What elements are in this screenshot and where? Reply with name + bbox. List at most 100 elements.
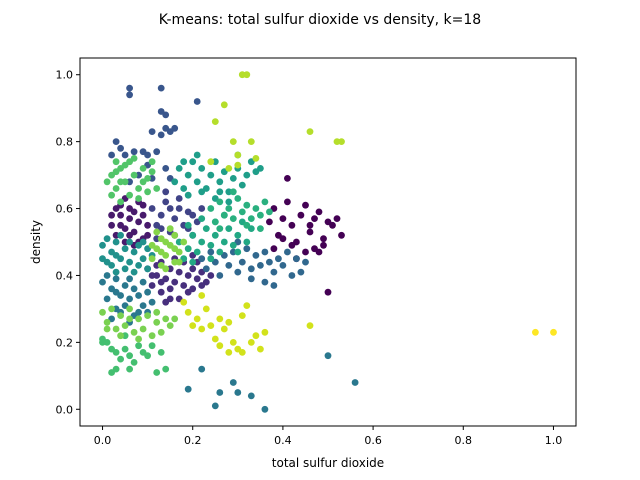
point-cluster-8-20 <box>184 191 192 199</box>
y-tick-label-4: 0.8 <box>56 136 74 149</box>
point-cluster-5-25 <box>302 258 309 266</box>
point-cluster-0-17 <box>284 175 291 182</box>
point-cluster-5-8 <box>234 268 242 276</box>
point-cluster-13-18 <box>117 332 124 340</box>
point-cluster-10-13 <box>266 208 273 216</box>
point-cluster-9-6 <box>202 225 210 233</box>
x-tick-label-4: 0.8 <box>455 434 473 447</box>
point-cluster-13-7 <box>130 328 138 336</box>
point-cluster-12-13 <box>135 195 143 202</box>
point-cluster-9-20 <box>207 255 215 263</box>
point-cluster-10-12 <box>261 198 269 206</box>
point-cluster-2-20 <box>184 288 192 296</box>
point-cluster-14-17 <box>175 258 183 266</box>
point-cluster-16-5 <box>207 322 215 329</box>
point-cluster-6-24 <box>216 389 224 396</box>
point-cluster-1-14 <box>112 205 120 212</box>
point-cluster-4-2 <box>157 84 165 92</box>
point-cluster-3-6 <box>175 205 183 212</box>
point-cluster-14-9 <box>153 228 161 236</box>
point-cluster-10-14 <box>229 188 237 196</box>
point-cluster-2-15 <box>193 275 201 283</box>
point-cluster-10-6 <box>234 195 242 202</box>
point-cluster-9-17 <box>198 215 206 223</box>
point-cluster-0-7 <box>297 211 305 219</box>
point-cluster-6-15 <box>148 298 156 306</box>
point-cluster-4-14 <box>171 124 179 132</box>
point-cluster-0-10 <box>311 215 318 223</box>
point-cluster-7-16 <box>117 231 124 239</box>
point-cluster-6-11 <box>135 292 143 299</box>
point-cluster-8-3 <box>184 171 192 179</box>
point-cluster-10-1 <box>211 218 219 226</box>
point-cluster-12-7 <box>139 165 147 172</box>
point-cluster-5-21 <box>288 272 296 279</box>
point-cluster-10-3 <box>220 211 228 219</box>
point-cluster-5-19 <box>279 262 287 269</box>
point-cluster-16-9 <box>225 318 233 326</box>
point-cluster-0-25 <box>288 241 296 249</box>
point-cluster-3-5 <box>171 215 179 223</box>
point-cluster-5-12 <box>247 265 255 273</box>
point-cluster-5-17 <box>270 268 278 276</box>
point-cluster-16-1 <box>189 322 197 329</box>
point-cluster-14-12 <box>180 238 188 246</box>
point-cluster-11-13 <box>144 352 152 360</box>
point-cluster-3-12 <box>162 188 170 196</box>
point-cluster-9-3 <box>189 231 197 239</box>
point-cluster-4-0 <box>126 84 133 92</box>
point-cluster-0-3 <box>279 215 287 223</box>
y-tick-label-3: 0.6 <box>56 203 74 216</box>
point-cluster-4-5 <box>117 144 124 152</box>
point-cluster-8-19 <box>257 165 264 172</box>
y-tick-label-2: 0.4 <box>56 269 74 282</box>
point-cluster-4-16 <box>153 148 161 156</box>
point-cluster-7-4 <box>112 238 120 246</box>
point-cluster-6-8 <box>126 295 133 303</box>
point-cluster-2-29 <box>198 282 206 289</box>
point-cluster-5-13 <box>252 252 260 259</box>
point-cluster-8-2 <box>180 185 188 192</box>
point-cluster-5-1 <box>202 265 210 273</box>
point-cluster-2-28 <box>166 295 174 303</box>
point-cluster-12-14 <box>153 185 161 192</box>
point-cluster-5-4 <box>216 272 224 279</box>
point-cluster-14-7 <box>171 231 179 239</box>
point-cluster-15-5 <box>247 138 255 146</box>
point-cluster-16-15 <box>252 332 260 340</box>
point-cluster-6-26 <box>247 392 255 400</box>
point-cluster-16-22 <box>238 312 246 319</box>
point-cluster-11-10 <box>130 359 138 366</box>
point-cluster-9-7 <box>207 241 215 249</box>
point-cluster-12-21 <box>117 178 124 186</box>
point-cluster-10-17 <box>216 225 224 233</box>
point-cluster-7-21 <box>112 252 120 259</box>
x-tick-label-2: 0.4 <box>274 434 292 447</box>
point-cluster-7-6 <box>121 265 129 273</box>
point-cluster-14-15 <box>171 245 179 253</box>
point-cluster-15-7 <box>252 155 260 162</box>
point-cluster-1-15 <box>130 208 138 216</box>
point-cluster-11-17 <box>99 339 106 346</box>
point-cluster-11-19 <box>148 342 156 350</box>
point-cluster-0-0 <box>266 218 273 226</box>
x-tick-label-5: 1.0 <box>545 434 563 447</box>
point-cluster-14-11 <box>166 225 174 233</box>
point-cluster-4-9 <box>144 151 152 159</box>
point-cluster-16-3 <box>198 325 206 333</box>
point-cluster-10-0 <box>207 205 215 212</box>
point-cluster-0-22 <box>270 245 278 253</box>
point-cluster-8-5 <box>193 178 201 186</box>
point-cluster-8-4 <box>189 158 197 166</box>
point-cluster-16-8 <box>220 325 228 333</box>
y-tick-label-1: 0.2 <box>56 336 74 349</box>
point-cluster-15-4 <box>229 138 237 146</box>
point-cluster-12-6 <box>135 185 143 192</box>
point-cluster-1-17 <box>108 221 115 229</box>
point-cluster-2-8 <box>171 278 179 286</box>
point-cluster-5-10 <box>238 258 246 266</box>
point-cluster-0-20 <box>324 288 332 296</box>
point-cluster-2-3 <box>157 288 165 296</box>
point-cluster-12-1 <box>112 185 120 192</box>
point-cluster-11-6 <box>117 355 124 363</box>
